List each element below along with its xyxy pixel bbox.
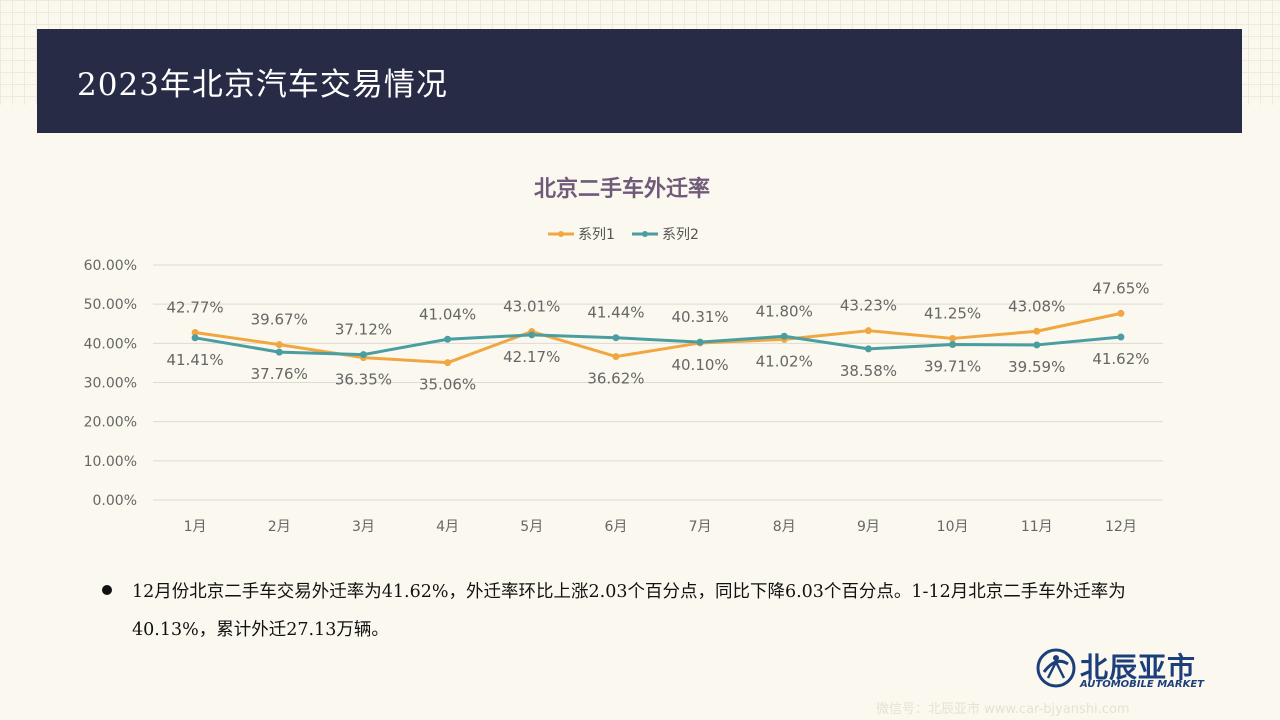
data-label: 40.10% bbox=[671, 356, 728, 374]
legend-marker-2 bbox=[642, 231, 648, 237]
data-label: 42.77% bbox=[166, 298, 223, 316]
x-tick-label: 11月 bbox=[1021, 519, 1053, 535]
data-point bbox=[359, 351, 367, 359]
logo-name-cn: 北辰亚市 bbox=[1080, 651, 1197, 684]
y-tick-label: 10.00% bbox=[84, 454, 137, 470]
legend-label-2: 系列2 bbox=[662, 227, 699, 243]
data-label: 36.35% bbox=[335, 371, 392, 389]
data-point bbox=[191, 328, 199, 336]
y-tick-label: 60.00% bbox=[84, 258, 137, 274]
data-point bbox=[191, 334, 199, 342]
x-tick-label: 5月 bbox=[520, 519, 543, 535]
data-label: 39.67% bbox=[251, 311, 308, 329]
data-label: 37.76% bbox=[251, 365, 308, 383]
data-label: 41.80% bbox=[756, 302, 813, 320]
data-label: 38.58% bbox=[840, 362, 897, 380]
legend-label-1: 系列1 bbox=[578, 227, 615, 243]
data-label: 41.02% bbox=[756, 352, 813, 370]
x-tick-label: 6月 bbox=[604, 519, 627, 535]
data-label: 41.04% bbox=[419, 305, 476, 323]
data-label: 43.01% bbox=[503, 298, 560, 316]
x-tick-label: 9月 bbox=[857, 519, 880, 535]
legend-marker-1 bbox=[558, 231, 564, 237]
y-tick-label: 0.00% bbox=[93, 493, 137, 509]
data-label: 41.41% bbox=[166, 351, 223, 369]
data-label: 39.59% bbox=[1008, 358, 1065, 376]
company-logo: 北辰亚市 AUTOMOBILE MARKET bbox=[1036, 646, 1216, 696]
data-label: 42.17% bbox=[503, 348, 560, 366]
data-point bbox=[864, 345, 872, 353]
data-point bbox=[949, 334, 957, 342]
data-label: 35.06% bbox=[419, 376, 476, 394]
data-label: 40.31% bbox=[671, 308, 728, 326]
data-label: 39.71% bbox=[924, 357, 981, 375]
data-point bbox=[949, 340, 957, 348]
data-point bbox=[612, 334, 620, 342]
y-tick-label: 20.00% bbox=[84, 415, 137, 431]
y-tick-label: 50.00% bbox=[84, 297, 137, 313]
x-tick-label: 1月 bbox=[184, 519, 207, 535]
data-point bbox=[780, 332, 788, 340]
data-point bbox=[696, 338, 704, 346]
data-label: 41.44% bbox=[587, 304, 644, 322]
y-tick-label: 30.00% bbox=[84, 376, 137, 392]
data-point bbox=[444, 335, 452, 343]
data-label: 41.25% bbox=[924, 304, 981, 322]
x-tick-label: 4月 bbox=[436, 519, 459, 535]
data-label: 43.23% bbox=[840, 297, 897, 315]
x-tick-label: 3月 bbox=[352, 519, 375, 535]
x-tick-label: 2月 bbox=[268, 519, 291, 535]
data-label: 36.62% bbox=[587, 370, 644, 388]
series-line-2 bbox=[194, 333, 1122, 357]
data-point bbox=[864, 327, 872, 335]
data-label: 41.62% bbox=[1092, 350, 1149, 368]
data-label: 37.12% bbox=[335, 321, 392, 339]
data-point bbox=[1117, 333, 1125, 341]
logo-name-en: AUTOMOBILE MARKET bbox=[1080, 679, 1205, 690]
data-point bbox=[275, 341, 283, 349]
x-tick-label: 12月 bbox=[1105, 519, 1137, 535]
data-point bbox=[1033, 341, 1041, 349]
data-point bbox=[1033, 327, 1041, 335]
data-point bbox=[444, 359, 452, 367]
data-point bbox=[528, 331, 536, 339]
x-tick-label: 8月 bbox=[773, 519, 796, 535]
chart-title: 北京二手车外迁率 bbox=[534, 176, 710, 202]
summary-text: 12月份北京二手车交易外迁率为41.62%，外迁率环比上涨2.03个百分点，同比… bbox=[132, 582, 1126, 640]
logo-emblem-icon bbox=[1036, 648, 1076, 688]
data-point bbox=[275, 348, 283, 356]
x-tick-label: 7月 bbox=[689, 519, 712, 535]
x-tick-label: 10月 bbox=[937, 519, 969, 535]
data-label: 43.08% bbox=[1008, 297, 1065, 315]
y-tick-label: 40.00% bbox=[84, 336, 137, 352]
data-label: 47.65% bbox=[1092, 279, 1149, 297]
header-banner: 2023年北京汽车交易情况 bbox=[37, 29, 1242, 133]
watermark-text: 微信号：北辰亚市 www.car-bjyanshi.com bbox=[876, 702, 1130, 717]
page-title: 2023年北京汽车交易情况 bbox=[77, 67, 448, 103]
bullet-icon bbox=[102, 585, 112, 595]
data-point bbox=[1117, 309, 1125, 317]
data-point bbox=[612, 353, 620, 361]
